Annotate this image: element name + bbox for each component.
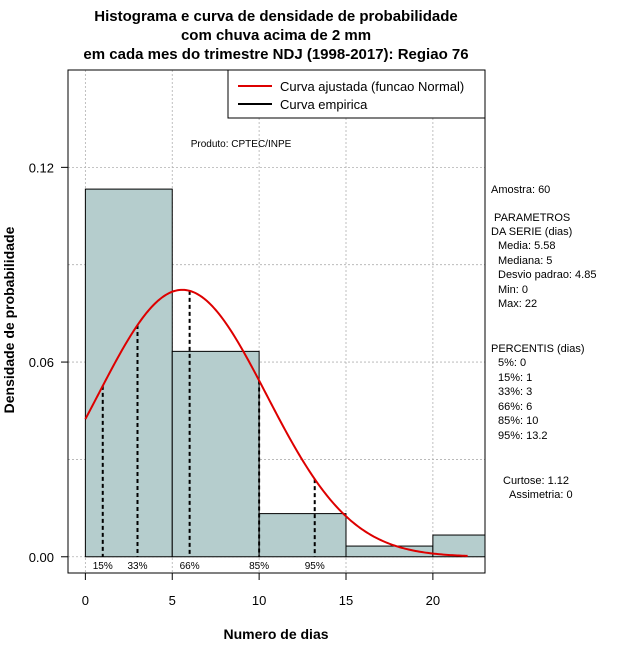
stat-mediana: Mediana: 5 (498, 255, 552, 267)
x-tick-label: 10 (252, 593, 266, 608)
stat-min: Min: 0 (498, 284, 528, 296)
percentile-label: 33% (127, 561, 147, 572)
x-tick-label: 0 (82, 593, 89, 608)
x-tick-label: 15 (339, 593, 353, 608)
percentile-label: 15% (93, 561, 113, 572)
legend: Curva ajustada (funcao Normal) Curva emp… (227, 69, 486, 119)
x-tick-label: 20 (426, 593, 440, 608)
percentil-85: 85%: 10 (498, 415, 538, 427)
percentil-15: 15%: 1 (498, 372, 532, 384)
percentil-95: 95%: 13.2 (498, 430, 548, 442)
stat-media: Media: 5.58 (498, 240, 555, 252)
curtose: Curtose: 1.12 (503, 475, 569, 487)
percentile-lines (101, 290, 316, 557)
percentile-labels: 15% 33% 66% 85% 95% (93, 561, 325, 572)
chart-title-line-3: em cada mes do trimestre NDJ (1998-2017)… (83, 46, 468, 63)
percentil-33: 33%: 3 (498, 386, 532, 398)
normal-fit-curve (84, 288, 468, 557)
assimetria: Assimetria: 0 (509, 489, 573, 501)
x-axis-title: Numero de dias (223, 626, 328, 642)
params-title-2: DA SERIE (dias) (491, 226, 572, 238)
legend-box (227, 69, 486, 119)
percentil-66: 66%: 6 (498, 401, 532, 413)
x-tick-label: 5 (169, 593, 176, 608)
histogram-bar (84, 188, 173, 558)
sample-size: Amostra: 60 (491, 184, 550, 196)
histogram-bars (84, 188, 486, 558)
y-axis: 0.00 0.06 0.12 (29, 160, 69, 565)
stat-max: Max: 22 (498, 298, 537, 310)
chart-title-line-1: Histograma e curva de densidade de proba… (94, 8, 457, 25)
product-annotation: Produto: CPTEC/INPE (191, 139, 292, 150)
y-tick-label: 0.00 (29, 550, 54, 565)
percentis-title: PERCENTIS (dias) (491, 343, 585, 355)
percentil-5: 5%: 0 (498, 357, 526, 369)
x-axis: 0 5 10 15 20 (82, 572, 440, 608)
chart-title-line-2: com chuva acima de 2 mm (181, 27, 371, 44)
percentile-label: 85% (249, 561, 269, 572)
stat-desvio: Desvio padrao: 4.85 (498, 269, 596, 281)
percentile-label: 66% (180, 561, 200, 572)
histogram-bar (258, 513, 347, 558)
legend-item-empirical: Curva empirica (280, 97, 368, 112)
legend-item-fit: Curva ajustada (funcao Normal) (280, 79, 464, 94)
statistics-panel: Amostra: 60 PARAMETROS DA SERIE (dias) M… (491, 184, 596, 501)
y-axis-title: Densidade de probabilidade (1, 226, 17, 413)
y-tick-label: 0.06 (29, 355, 54, 370)
params-title-1: PARAMETROS (491, 212, 570, 224)
histogram-bar (171, 350, 260, 558)
y-tick-label: 0.12 (29, 160, 54, 175)
percentile-label: 95% (305, 561, 325, 572)
